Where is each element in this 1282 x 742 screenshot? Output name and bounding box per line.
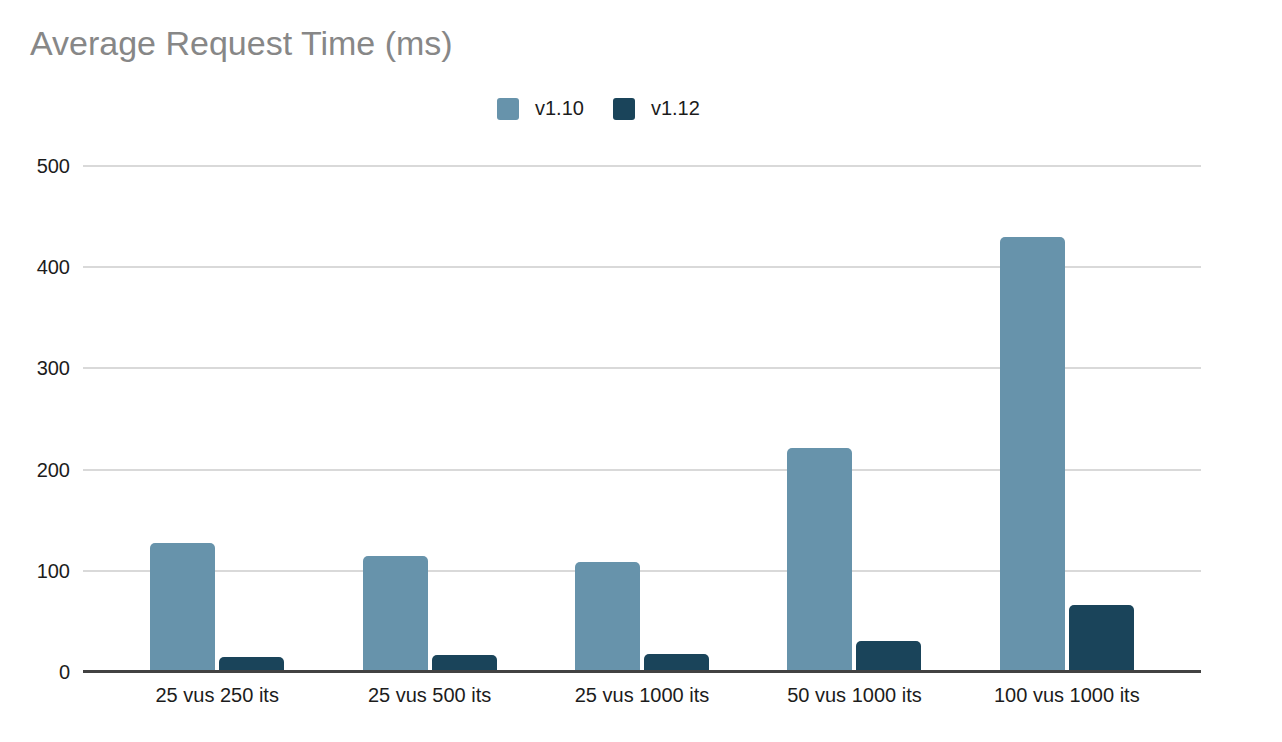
bar-group xyxy=(961,166,1173,672)
x-category-label: 100 vus 1000 its xyxy=(961,684,1173,707)
bar-group xyxy=(748,166,960,672)
bar-v1.10 xyxy=(363,556,428,672)
y-tick-label: 500 xyxy=(37,155,70,178)
bar-group xyxy=(323,166,535,672)
x-category-label: 25 vus 500 its xyxy=(323,684,535,707)
x-axis-line xyxy=(83,670,1201,673)
y-tick-label: 300 xyxy=(37,357,70,380)
bar-chart: Average Request Time (ms) v1.10 v1.12 0 10… xyxy=(0,0,1282,742)
legend: v1.10 v1.12 xyxy=(497,97,700,120)
x-category-label: 25 vus 1000 its xyxy=(536,684,748,707)
bar-group xyxy=(111,166,323,672)
y-tick-label: 100 xyxy=(37,559,70,582)
y-tick-label: 400 xyxy=(37,256,70,279)
x-axis-labels: 25 vus 250 its25 vus 500 its25 vus 1000 … xyxy=(83,684,1201,707)
x-category-label: 25 vus 250 its xyxy=(111,684,323,707)
bar-group xyxy=(536,166,748,672)
chart-title: Average Request Time (ms) xyxy=(30,24,453,63)
x-category-label: 50 vus 1000 its xyxy=(748,684,960,707)
plot-area xyxy=(83,166,1201,672)
y-tick-label: 200 xyxy=(37,458,70,481)
bar-v1.12 xyxy=(856,641,921,672)
bar-v1.10 xyxy=(150,543,215,672)
bars-layer xyxy=(83,166,1201,672)
legend-label: v1.12 xyxy=(651,97,700,120)
y-axis: 0100200300400500 xyxy=(0,166,70,672)
bar-v1.12 xyxy=(1069,605,1134,672)
bar-v1.10 xyxy=(1000,237,1065,672)
legend-item: v1.10 xyxy=(497,97,584,120)
bar-v1.10 xyxy=(787,448,852,672)
legend-item: v1.12 xyxy=(613,97,700,120)
legend-swatch-icon xyxy=(497,98,519,120)
bar-v1.10 xyxy=(575,562,640,672)
legend-label: v1.10 xyxy=(535,97,584,120)
y-tick-label: 0 xyxy=(59,661,70,684)
legend-swatch-icon xyxy=(613,98,635,120)
